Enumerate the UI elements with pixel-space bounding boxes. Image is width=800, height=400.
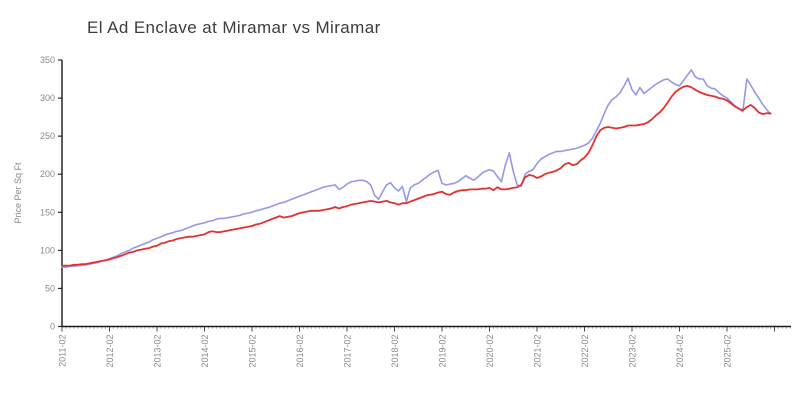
y-tick-label: 100	[40, 245, 55, 255]
x-tick-label: 2025-02	[722, 335, 732, 368]
x-tick-label: 2021-02	[532, 335, 542, 368]
y-tick-label: 200	[40, 169, 55, 179]
y-tick-label: 350	[40, 55, 55, 65]
x-tick-label: 2024-02	[675, 335, 685, 368]
y-tick-label: 150	[40, 207, 55, 217]
x-tick-label: 2014-02	[200, 335, 210, 368]
y-axis-label: Price Per Sq Ft	[13, 162, 23, 224]
x-tick-label: 2020-02	[485, 335, 495, 368]
x-tick-label: 2018-02	[390, 335, 400, 368]
series-line-blue	[61, 69, 772, 268]
x-tick-label: 2023-02	[627, 335, 637, 368]
x-tick-label: 2011-02	[58, 335, 68, 367]
x-tick-label: 2017-02	[342, 335, 352, 368]
x-tick-label: 2013-02	[152, 335, 162, 368]
x-tick-label: 2015-02	[247, 335, 257, 368]
x-tick-label: 2016-02	[295, 335, 305, 368]
x-tick-label: 2022-02	[580, 335, 590, 368]
y-tick-label: 50	[45, 283, 55, 293]
x-tick-label: 2019-02	[437, 335, 447, 368]
y-tick-label: 300	[40, 93, 55, 103]
y-tick-label: 0	[50, 322, 55, 332]
series-line-red	[61, 85, 772, 267]
y-tick-label: 250	[40, 131, 55, 141]
x-tick-label: 2012-02	[105, 335, 115, 368]
chart-title: El Ad Enclave at Miramar vs Miramar	[87, 18, 381, 37]
